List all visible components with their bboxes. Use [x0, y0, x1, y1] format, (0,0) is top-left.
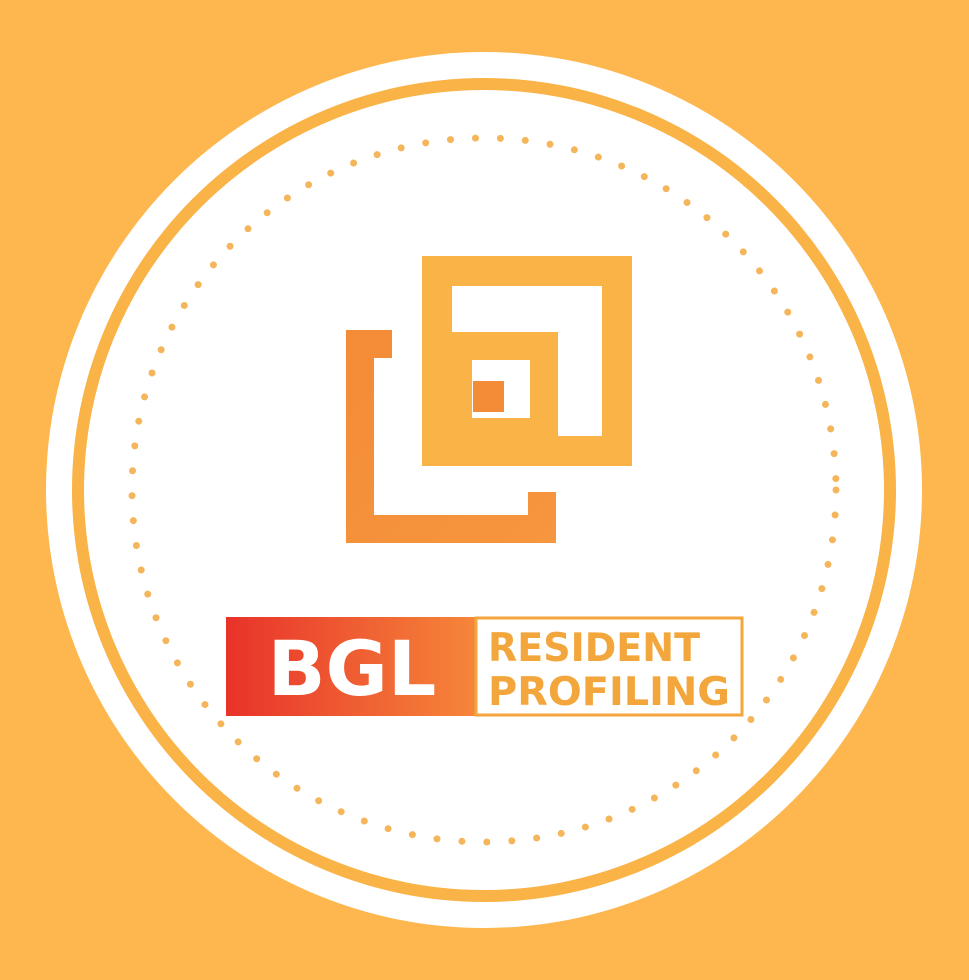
inner-disc [84, 90, 884, 890]
badge-label: BGL [268, 624, 437, 713]
icon-square-outer [422, 256, 632, 466]
title-line-2: PROFILING [488, 670, 730, 715]
icon-bracket-back [346, 330, 556, 543]
title-line-1: RESIDENT [488, 626, 700, 671]
nested-squares-icon [346, 256, 632, 543]
icon-square-middle [444, 332, 558, 446]
title-box [474, 616, 744, 717]
dotted-circle [128, 134, 840, 846]
label-block: BGL RESIDENT PROFILING [226, 616, 744, 717]
badge-background [226, 617, 478, 716]
icon-square-inner [473, 381, 504, 412]
